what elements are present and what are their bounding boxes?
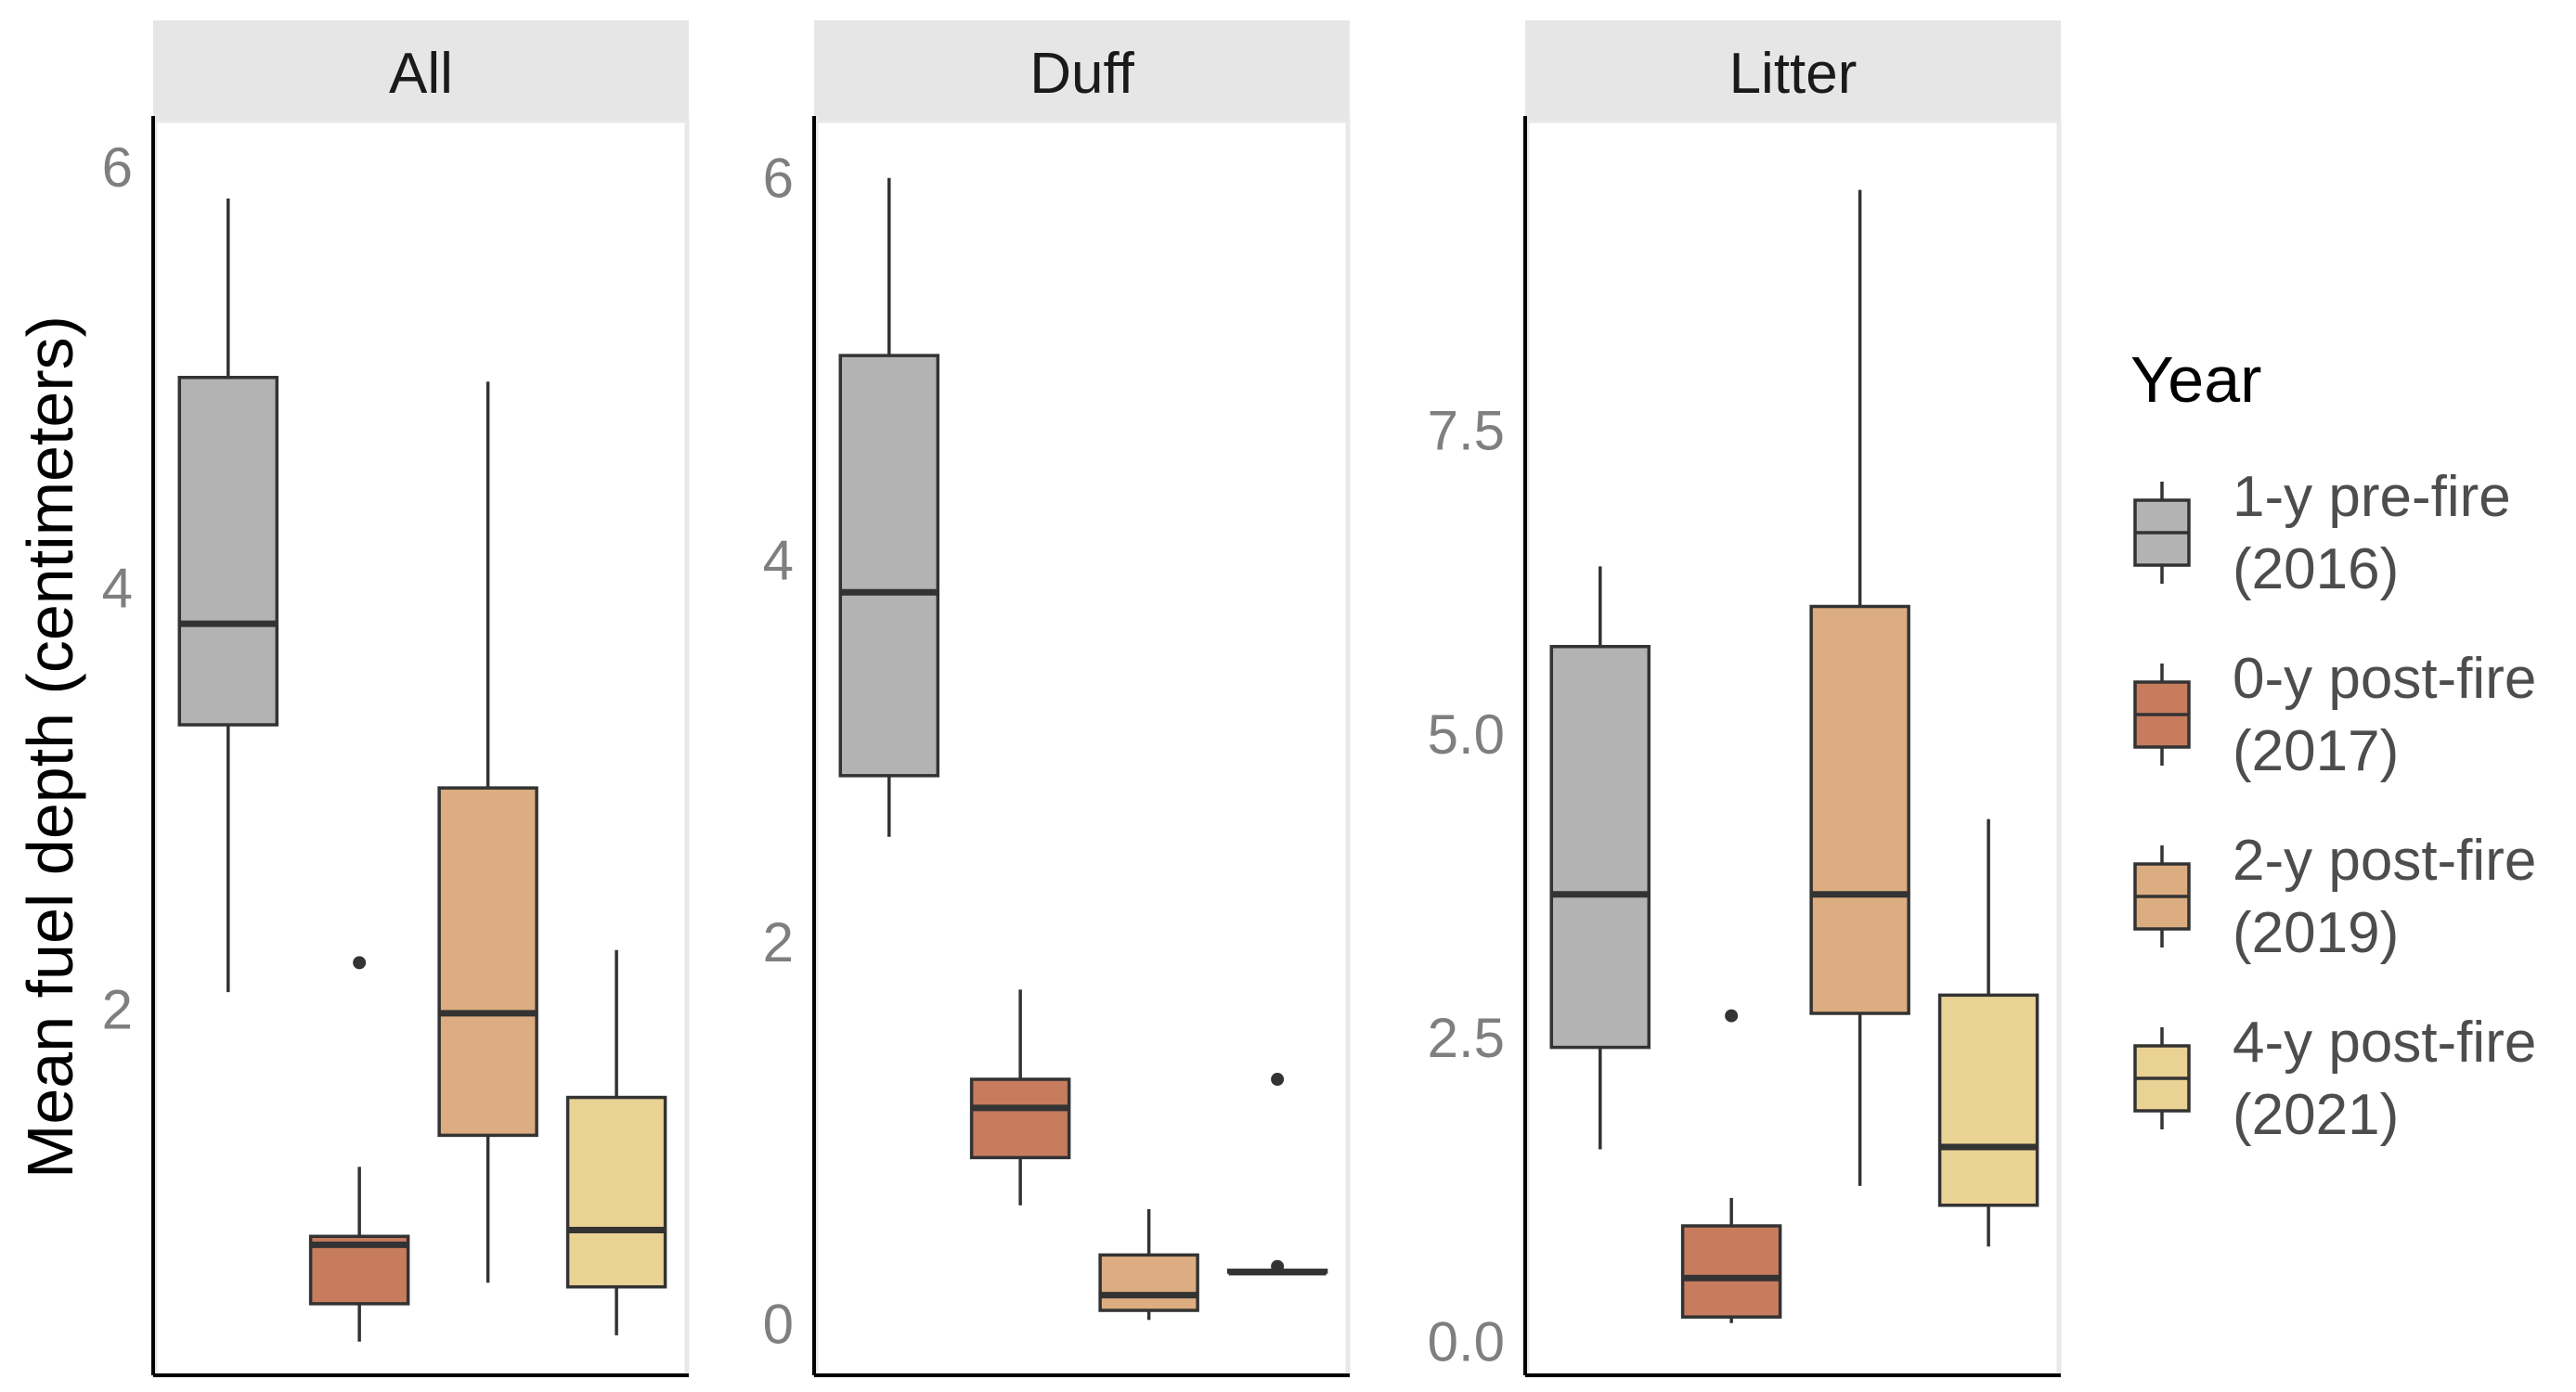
legend-item-post2017: 0-y post-fire (2017)	[2133, 647, 2536, 783]
box-body	[969, 1077, 1071, 1160]
outlier-point	[353, 956, 367, 970]
box-post2017	[308, 956, 410, 1342]
box-body	[177, 376, 279, 727]
legend-key-icon	[2133, 1027, 2191, 1129]
legend-label: 1-y pre-fire	[2233, 465, 2511, 529]
outlier-point	[1725, 1009, 1739, 1023]
legend-item-post2021: 4-y post-fire (2021)	[2133, 1011, 2536, 1147]
y-tick-label: 6	[763, 148, 794, 210]
y-tick-label: 4	[102, 558, 133, 620]
box-post2021	[1937, 818, 2039, 1247]
box-post2019	[1098, 1208, 1199, 1321]
facet-strip	[814, 20, 1350, 121]
box-body	[1680, 1224, 1782, 1319]
facet-strip	[1525, 20, 2061, 121]
legend: Year 1-y pre-fire (2016) 0-y post-fire (201…	[2130, 343, 2536, 1147]
outlier-point	[1271, 1073, 1285, 1087]
y-axis-label: Mean fuel depth (centimeters)	[14, 316, 86, 1179]
y-tick-label: 2.5	[1428, 1007, 1505, 1069]
box-post2017	[969, 989, 1071, 1205]
box-body	[838, 354, 940, 778]
panel-duff: Duff 0 2 4 6	[763, 20, 1351, 1378]
box-pre2016	[177, 198, 279, 993]
y-tick-label: 5.0	[1428, 703, 1505, 766]
legend-item-pre2016: 1-y pre-fire (2016)	[2133, 465, 2511, 601]
legend-label-year: (2016)	[2233, 537, 2399, 601]
legend-entries: 1-y pre-fire (2016) 0-y post-fire (2017) 2-y…	[2133, 465, 2536, 1147]
legend-label-year: (2019)	[2233, 901, 2399, 965]
y-tick-label: 2	[102, 978, 133, 1040]
facet-title: All	[389, 42, 453, 106]
legend-key-icon	[2133, 845, 2191, 947]
box-post2019	[437, 381, 538, 1283]
legend-key-icon	[2133, 482, 2191, 584]
box-pre2016	[838, 177, 940, 837]
legend-title: Year	[2130, 343, 2261, 416]
y-tick-label: 2	[763, 911, 794, 973]
facet-title: Duff	[1029, 42, 1134, 106]
legend-item-post2019: 2-y post-fire (2019)	[2133, 829, 2536, 965]
box-body	[1937, 993, 2039, 1207]
panels: All 2 4 6 Duff 0 2 4 6 Litter 0.0 2.5 5.0 7.5	[102, 20, 2062, 1378]
box-post2017	[1680, 1009, 1782, 1323]
box-post2021	[565, 949, 667, 1335]
box-body	[1549, 644, 1651, 1050]
legend-label: 4-y post-fire	[2233, 1011, 2536, 1075]
panel-all: All 2 4 6	[102, 20, 690, 1378]
y-tick-label: 4	[763, 529, 794, 591]
outlier-point	[1271, 1259, 1285, 1273]
box-body	[1809, 604, 1910, 1015]
facet-strip	[153, 20, 689, 121]
legend-label-year: (2021)	[2233, 1083, 2399, 1147]
y-tick-label: 6	[102, 136, 133, 199]
box-pre2016	[1549, 566, 1651, 1150]
legend-key-icon	[2133, 664, 2191, 766]
legend-label: 2-y post-fire	[2233, 829, 2536, 893]
box-post2021	[1226, 1073, 1328, 1276]
legend-label: 0-y post-fire	[2233, 647, 2536, 711]
y-tick-label: 0.0	[1428, 1310, 1505, 1373]
y-tick-label: 0	[763, 1293, 794, 1355]
legend-label-year: (2017)	[2233, 719, 2399, 783]
panel-litter: Litter 0.0 2.5 5.0 7.5	[1428, 20, 2062, 1378]
facet-title: Litter	[1729, 42, 1858, 106]
box-post2019	[1809, 189, 1910, 1186]
box-body	[1098, 1253, 1199, 1312]
y-tick-label: 7.5	[1428, 400, 1505, 462]
box-body	[565, 1095, 667, 1289]
box-body	[437, 786, 538, 1138]
